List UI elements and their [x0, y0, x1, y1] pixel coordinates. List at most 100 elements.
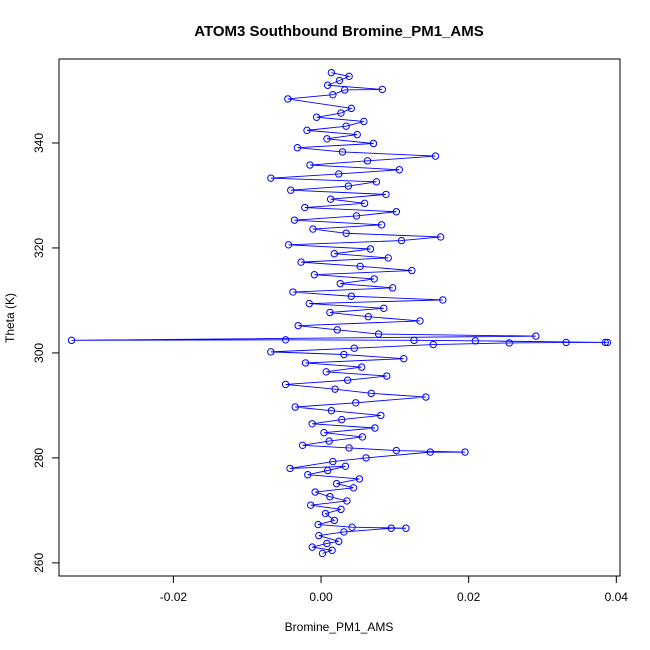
data-point: [326, 195, 335, 203]
data-point: [426, 448, 434, 456]
data-point: [352, 399, 360, 407]
data-point: [357, 363, 366, 371]
y-tick-label: 260: [32, 553, 46, 573]
y-tick-label: 300: [32, 343, 46, 363]
data-point: [369, 139, 378, 148]
data-point: [397, 236, 406, 245]
data-point: [408, 266, 416, 275]
data-point: [395, 166, 403, 174]
data-point: [366, 245, 375, 253]
data-point: [562, 338, 570, 347]
data-point: [350, 344, 358, 352]
data-point: [429, 340, 437, 349]
x-tick-label: 0.00: [309, 590, 333, 604]
data-point: [392, 208, 401, 216]
data-point: [422, 393, 430, 401]
data-point: [284, 95, 292, 103]
data-point: [400, 355, 408, 363]
data-point: [303, 126, 311, 135]
data-point: [293, 144, 302, 152]
data-point: [335, 537, 343, 546]
data-point: [370, 275, 378, 283]
y-tick-label: 280: [32, 448, 46, 468]
data-point: [330, 516, 339, 525]
data-point: [294, 321, 302, 330]
data-point: [337, 109, 345, 117]
data-point: [410, 336, 418, 345]
data-point: [341, 462, 350, 470]
x-tick-label: 0.02: [457, 590, 481, 604]
data-point: [287, 186, 295, 194]
data-point: [340, 86, 349, 94]
data-point: [383, 372, 391, 380]
data-point: [311, 488, 319, 496]
data-point: [337, 505, 345, 514]
data-point: [333, 326, 341, 334]
data-point: [347, 104, 356, 113]
data-point: [309, 225, 317, 233]
data-point: [284, 241, 293, 249]
data-point: [327, 406, 336, 415]
data-point: [267, 174, 275, 182]
data-point: [402, 524, 410, 532]
data-point: [431, 152, 440, 160]
data-point: [352, 212, 361, 220]
data-point: [436, 233, 445, 241]
data-point: [318, 549, 327, 558]
data-point: [289, 288, 297, 296]
data-point: [323, 466, 332, 475]
x-axis-label: Bromine_PM1_AMS: [285, 620, 394, 634]
data-point: [291, 403, 299, 411]
data-point: [310, 271, 319, 279]
data-point: [322, 368, 330, 376]
data-point: [363, 157, 372, 165]
data-point: [331, 385, 339, 393]
data-point: [532, 332, 540, 340]
data-point: [323, 135, 331, 143]
data-point: [301, 203, 309, 212]
data-point: [360, 117, 368, 126]
x-axis: -0.02 0.00 0.02 0.04: [160, 576, 628, 604]
data-point: [281, 336, 290, 344]
data-point: [392, 446, 401, 455]
data-point: [312, 113, 321, 121]
chart-title: ATOM3 Southbound Bromine_PM1_AMS: [194, 23, 483, 40]
y-tick-label: 320: [32, 238, 46, 258]
data-point: [349, 484, 358, 492]
data-point: [315, 531, 323, 540]
data-point: [343, 497, 351, 505]
data-point: [308, 420, 316, 428]
data-point: [353, 130, 361, 139]
data-point: [345, 444, 353, 452]
data-point: [332, 479, 341, 488]
data-point: [320, 429, 328, 437]
data-point: [340, 528, 348, 536]
data-point: [308, 543, 316, 551]
data-point: [358, 433, 367, 441]
data-point: [326, 308, 334, 317]
data-point: [372, 178, 381, 186]
y-axis-label: Theta (K): [3, 293, 17, 343]
data-point: [382, 190, 390, 199]
data-point: [323, 539, 331, 548]
y-axis: 260 280 300 320 340: [32, 133, 59, 573]
data-point: [290, 216, 299, 224]
x-tick-label: -0.02: [160, 590, 188, 604]
series-line: [71, 72, 608, 554]
data-point: [297, 258, 305, 266]
data-point: [301, 359, 310, 367]
data-point: [388, 284, 397, 292]
data-point: [362, 454, 370, 462]
data-point: [307, 501, 315, 509]
data-point: [601, 338, 609, 347]
data-point: [371, 424, 379, 432]
data-point: [461, 448, 469, 456]
data-point: [326, 493, 334, 501]
data-point: [439, 296, 447, 304]
data-point: [298, 441, 307, 450]
data-point: [338, 148, 347, 156]
data-point: [342, 229, 350, 237]
data-point: [340, 350, 348, 359]
data-point: [323, 81, 332, 89]
data-point: [387, 524, 395, 532]
